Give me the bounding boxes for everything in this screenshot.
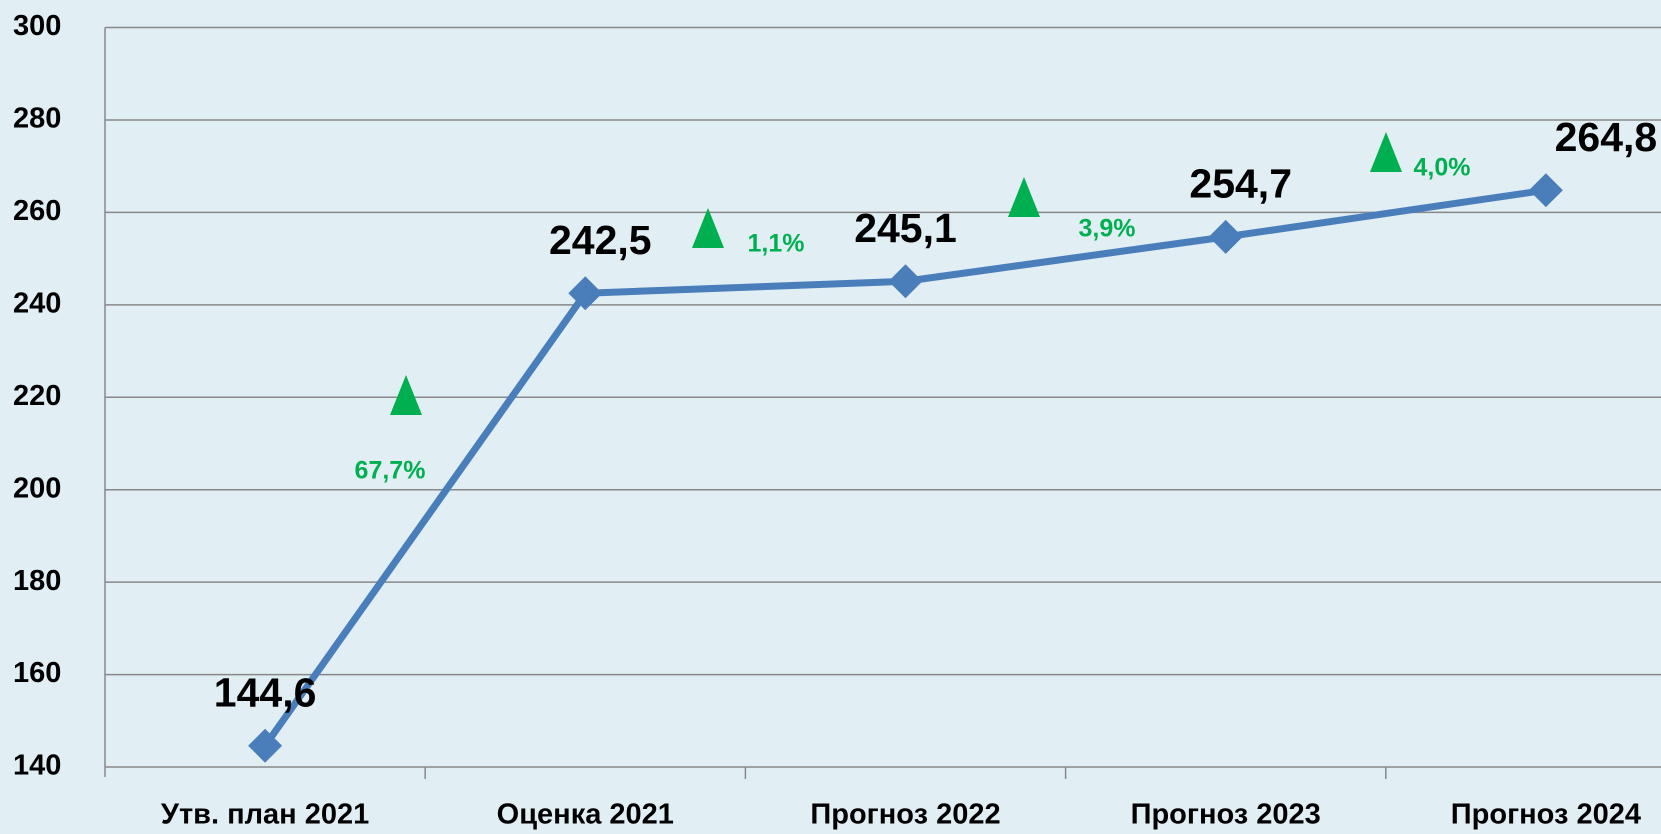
up-arrow bbox=[1370, 132, 1402, 172]
up-arrow bbox=[390, 375, 422, 415]
up-arrow bbox=[692, 208, 724, 248]
marker bbox=[1208, 219, 1243, 254]
y-tick-label: 140 bbox=[13, 750, 61, 782]
marker bbox=[568, 276, 603, 311]
value-label: 264,8 bbox=[1555, 114, 1658, 160]
marker bbox=[888, 264, 923, 299]
y-tick-label: 240 bbox=[13, 287, 61, 319]
y-tick-label: 260 bbox=[13, 195, 61, 227]
annotation: 67,7% bbox=[355, 457, 426, 485]
y-tick-label: 300 bbox=[13, 10, 61, 42]
y-tick-label: 280 bbox=[13, 103, 61, 135]
annotation: 4,0% bbox=[1414, 154, 1471, 182]
x-tick-label: Прогноз 2024 bbox=[1451, 799, 1641, 831]
x-tick-label: Оценка 2021 bbox=[497, 799, 674, 831]
y-tick-label: 220 bbox=[13, 380, 61, 412]
value-label: 242,5 bbox=[549, 217, 652, 263]
x-tick-label: Прогноз 2023 bbox=[1131, 799, 1321, 831]
value-label: 254,7 bbox=[1189, 161, 1292, 207]
annotation: 3,9% bbox=[1079, 215, 1136, 243]
annotation: 1,1% bbox=[748, 230, 805, 258]
y-tick-label: 160 bbox=[13, 657, 61, 689]
value-label: 144,6 bbox=[214, 670, 317, 716]
value-label: 245,1 bbox=[854, 205, 957, 251]
y-tick-label: 180 bbox=[13, 565, 61, 597]
up-arrow bbox=[1008, 177, 1040, 217]
y-tick-label: 200 bbox=[13, 472, 61, 504]
x-tick-label: Утв. план 2021 bbox=[161, 799, 369, 831]
x-tick-label: Прогноз 2022 bbox=[810, 799, 1000, 831]
marker bbox=[1528, 173, 1563, 208]
